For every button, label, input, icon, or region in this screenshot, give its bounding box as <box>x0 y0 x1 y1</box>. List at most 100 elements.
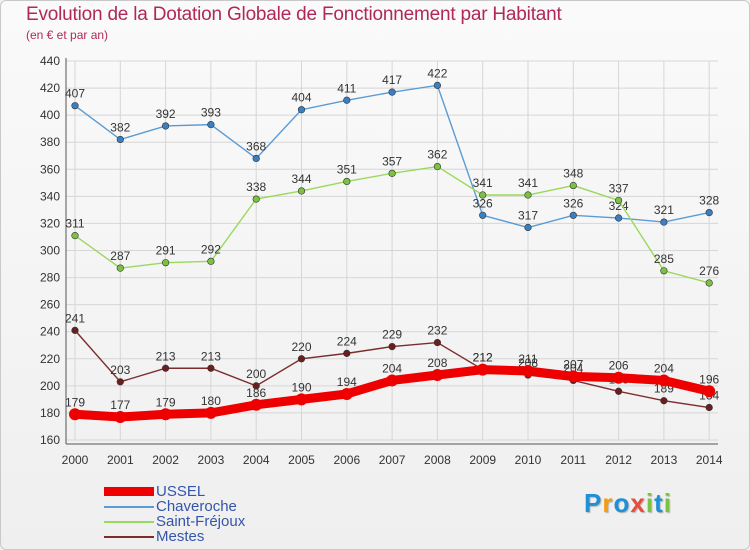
legend-swatch <box>104 535 154 538</box>
data-point-mestes <box>207 364 215 372</box>
data-label-ussel: 208 <box>427 356 447 370</box>
logo-letter: i <box>645 488 655 518</box>
data-point-ussel <box>114 410 127 423</box>
data-label-saint-fr-joux: 341 <box>473 176 493 190</box>
data-label-saint-fr-joux: 291 <box>156 244 176 258</box>
y-tick-label: 200 <box>40 379 60 393</box>
data-point-ussel <box>431 369 444 382</box>
data-point-chaveroche <box>705 209 713 217</box>
data-label-chaveroche: 422 <box>427 66 447 80</box>
data-label-saint-fr-joux: 341 <box>518 176 538 190</box>
data-point-ussel <box>250 398 263 411</box>
data-point-ussel <box>340 387 353 400</box>
data-point-ussel <box>386 374 399 387</box>
legend-label: Chaveroche <box>156 498 237 515</box>
data-point-chaveroche <box>162 122 170 130</box>
data-point-ussel <box>476 363 489 376</box>
data-label-chaveroche: 417 <box>382 73 402 87</box>
data-label-saint-fr-joux: 348 <box>563 167 583 181</box>
data-label-ussel: 212 <box>473 351 493 365</box>
data-label-mestes: 224 <box>337 334 357 348</box>
y-tick-label: 300 <box>40 244 60 258</box>
y-tick-label: 260 <box>40 298 60 312</box>
x-tick-label: 2001 <box>107 453 134 467</box>
data-point-saint-fr-joux <box>343 177 351 186</box>
y-tick-label: 320 <box>40 216 60 230</box>
data-label-saint-fr-joux: 276 <box>699 264 719 278</box>
data-label-ussel: 207 <box>563 357 583 371</box>
x-tick-label: 2014 <box>696 453 723 467</box>
data-label-saint-fr-joux: 292 <box>201 242 221 256</box>
data-point-mestes <box>388 343 396 351</box>
y-tick-label: 220 <box>40 352 60 366</box>
logo-letter: i <box>663 488 672 518</box>
data-point-chaveroche <box>660 218 668 226</box>
logo-letter: r <box>602 488 614 518</box>
data-point-chaveroche <box>524 223 532 232</box>
data-point-mestes <box>252 382 260 390</box>
y-tick-label: 420 <box>40 81 60 95</box>
data-label-chaveroche: 393 <box>201 106 221 120</box>
data-label-ussel: 190 <box>291 380 311 394</box>
y-tick-label: 340 <box>40 189 60 203</box>
data-point-mestes <box>614 387 623 395</box>
x-tick-label: 2006 <box>333 453 360 467</box>
data-point-saint-fr-joux <box>252 195 260 203</box>
data-point-chaveroche <box>388 88 396 96</box>
x-tick-label: 2005 <box>288 453 315 467</box>
data-label-saint-fr-joux: 338 <box>246 180 266 194</box>
data-label-chaveroche: 368 <box>246 139 266 153</box>
y-tick-label: 360 <box>40 162 60 176</box>
y-tick-label: 280 <box>40 271 60 285</box>
data-point-ussel <box>567 370 580 383</box>
chart-title: Evolution de la Dotation Globale de Fonc… <box>26 4 562 25</box>
data-point-mestes <box>162 364 170 372</box>
data-point-saint-fr-joux <box>433 162 442 171</box>
data-point-chaveroche <box>297 106 306 114</box>
data-point-ussel <box>69 408 81 421</box>
data-label-ussel: 186 <box>246 386 266 400</box>
data-point-ussel <box>612 371 625 384</box>
data-label-chaveroche: 404 <box>291 91 311 105</box>
data-label-saint-fr-joux: 287 <box>110 249 130 263</box>
data-point-saint-fr-joux <box>569 181 577 190</box>
data-point-saint-fr-joux <box>388 169 396 177</box>
logo-letter: t <box>654 488 664 518</box>
data-label-mestes: 200 <box>246 367 266 381</box>
data-point-saint-fr-joux <box>660 267 668 275</box>
data-label-mestes: 212 <box>473 351 493 365</box>
data-point-chaveroche <box>479 211 487 219</box>
data-point-mestes <box>433 338 442 347</box>
data-point-chaveroche <box>116 135 124 144</box>
logo-letter: o <box>613 488 631 518</box>
x-tick-label: 2000 <box>62 453 89 467</box>
x-tick-label: 2003 <box>198 453 225 467</box>
data-label-ussel: 179 <box>156 395 176 409</box>
data-point-mestes <box>297 355 306 363</box>
y-tick-label: 240 <box>40 325 60 339</box>
data-label-ussel: 177 <box>110 398 130 412</box>
data-label-mestes: 203 <box>110 363 130 377</box>
data-point-saint-fr-joux <box>297 187 306 195</box>
data-label-mestes: 213 <box>201 349 221 363</box>
data-point-saint-fr-joux <box>71 232 79 240</box>
legend-item: Mestes <box>104 529 245 544</box>
data-point-ussel <box>295 393 308 406</box>
data-point-mestes <box>343 349 351 357</box>
data-label-chaveroche: 411 <box>337 81 356 95</box>
legend-label: USSEL <box>156 483 206 500</box>
data-label-mestes: 241 <box>65 311 85 325</box>
y-tick-label: 160 <box>40 433 60 447</box>
data-label-ussel: 180 <box>201 394 221 408</box>
data-point-saint-fr-joux <box>116 264 124 272</box>
data-label-saint-fr-joux: 311 <box>65 217 84 231</box>
legend-swatch <box>104 487 154 496</box>
proxiti-logo: Proxiti <box>584 488 672 519</box>
y-tick-label: 440 <box>40 54 60 68</box>
legend-label: Mestes <box>156 528 205 545</box>
legend-item: Saint-Fréjoux <box>104 514 245 529</box>
x-tick-label: 2010 <box>515 453 542 467</box>
x-tick-label: 2012 <box>605 453 632 467</box>
data-label-chaveroche: 392 <box>156 107 176 121</box>
